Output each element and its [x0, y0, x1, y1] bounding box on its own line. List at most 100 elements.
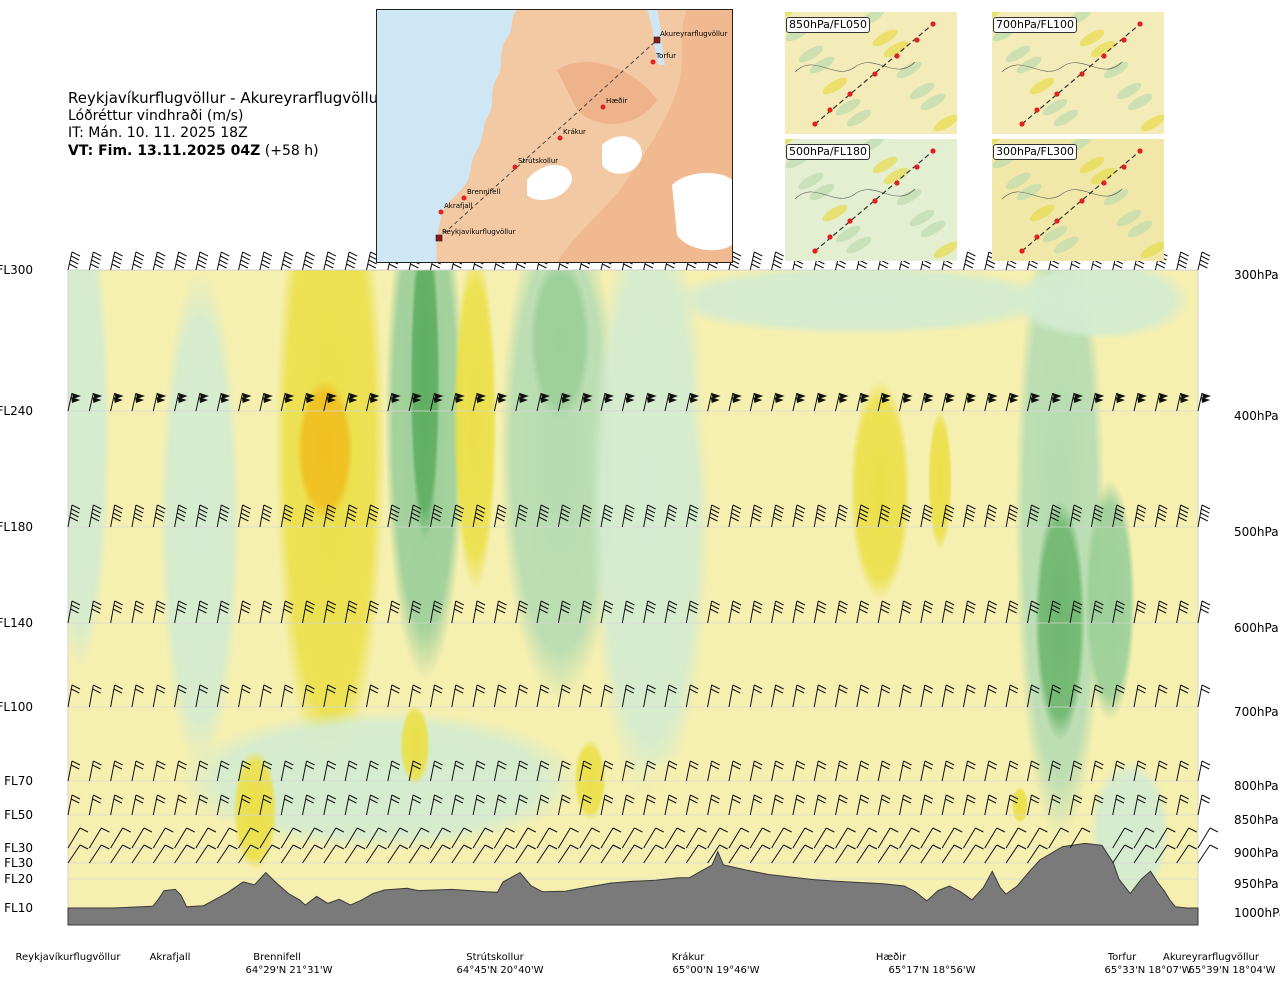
field-band — [660, 270, 1060, 335]
map-waypoint-marker — [600, 104, 606, 110]
wind-barb — [1048, 392, 1062, 412]
wind-barb — [1005, 794, 1019, 816]
wind-barb — [174, 504, 187, 528]
wind-barb — [344, 504, 358, 528]
wind-barb — [195, 794, 209, 816]
wind-barb — [323, 684, 337, 708]
thumbnail-700hpa[interactable]: 700hPa/FL100 — [992, 12, 1164, 134]
wind-barb — [174, 844, 195, 864]
thumbnail-850hpa[interactable]: 850hPa/FL050 — [785, 12, 957, 134]
wind-barb — [1176, 684, 1189, 708]
wind-barb — [1112, 504, 1125, 528]
wind-barb — [451, 504, 464, 528]
wind-barb — [1176, 392, 1190, 412]
wind-barb — [899, 684, 912, 708]
wind-barb — [216, 844, 238, 864]
thumbnail-300hpa[interactable]: 300hPa/FL300 — [992, 139, 1164, 261]
wind-barb — [216, 600, 230, 624]
wind-barb — [323, 827, 345, 849]
pressure-label: 850hPa — [1234, 813, 1279, 827]
wind-barb — [195, 600, 209, 624]
wind-barb — [366, 392, 380, 412]
wind-barb — [579, 794, 592, 816]
wind-barb — [1133, 600, 1147, 624]
wind-barb — [856, 504, 870, 528]
pressure-labels: 300hPa 400hPa 500hPa 600hPa 700hPa 800hPa 850h… — [1234, 268, 1280, 920]
wind-barb — [152, 251, 166, 271]
wind-barb — [643, 827, 664, 849]
wind-barb — [664, 844, 686, 864]
field-band — [160, 270, 240, 770]
map-point-label: Akrafjall — [444, 202, 473, 210]
lead-time: (+58 h) — [264, 143, 319, 159]
wind-barb — [259, 600, 273, 624]
wind-barb — [771, 760, 784, 782]
waypoint-coord: 65°39'N 18°04'W — [1189, 965, 1276, 976]
wind-barb — [110, 392, 124, 412]
field-band — [410, 270, 440, 540]
wind-barb — [707, 844, 728, 864]
map-waypoint-marker — [461, 195, 467, 201]
wind-barb — [174, 684, 187, 708]
wind-barb — [88, 760, 102, 782]
map-point-label: Hæðir — [606, 97, 627, 105]
wind-barb — [813, 392, 828, 412]
wind-barb — [962, 794, 976, 816]
wind-barb — [131, 684, 145, 708]
wind-barb — [1048, 760, 1061, 782]
wind-barb — [1154, 600, 1168, 624]
wind-barb — [174, 251, 187, 271]
wind-barb — [408, 392, 423, 412]
wind-barb — [856, 684, 870, 708]
wind-barb — [365, 684, 379, 708]
wind-barb — [1197, 684, 1211, 708]
wind-barb — [67, 392, 81, 412]
wind-barb — [1176, 600, 1189, 624]
wind-barb — [323, 251, 337, 271]
wind-barb — [600, 392, 615, 412]
terrain-area — [67, 842, 1199, 926]
route-title: Reykjavíkurflugvöllur - Akureyrarflugvöl… — [68, 89, 385, 107]
wind-barb — [408, 504, 422, 528]
field-band — [1010, 270, 1190, 340]
wind-barb — [579, 600, 592, 624]
wind-barb — [685, 827, 707, 849]
wind-barb — [984, 827, 1006, 849]
pressure-label: 950hPa — [1234, 877, 1279, 891]
waypoint-name: Strútskollur — [466, 951, 524, 963]
wind-barb — [877, 684, 891, 708]
wind-barb — [1005, 600, 1019, 624]
wind-barb — [899, 392, 913, 412]
wind-barb — [792, 844, 814, 864]
field-band — [530, 270, 590, 420]
wind-barb — [302, 844, 323, 864]
wind-barb — [579, 827, 600, 849]
wind-barb — [110, 684, 123, 708]
wind-barb — [1005, 827, 1027, 849]
wind-barb — [366, 844, 387, 864]
wind-barb — [88, 684, 102, 708]
wind-barb — [664, 827, 686, 849]
wind-barb — [1197, 504, 1211, 528]
thumbnail-500hpa[interactable]: 500hPa/FL180 — [785, 139, 957, 261]
wind-barb — [195, 504, 209, 528]
wind-barb — [174, 827, 195, 849]
wind-barb — [899, 794, 912, 816]
field-band — [574, 740, 606, 820]
wind-barb — [941, 794, 955, 816]
wind-barb — [962, 600, 976, 624]
wind-barb — [174, 392, 188, 412]
thumbnail-label: 700hPa/FL100 — [993, 17, 1078, 33]
wind-barb — [877, 392, 892, 412]
wind-barb — [451, 844, 472, 864]
flight-level-label: FL100 — [0, 700, 33, 714]
wind-barb — [792, 794, 806, 816]
field-band — [690, 270, 830, 560]
pressure-gridlines — [67, 269, 1199, 926]
wind-barb — [1154, 504, 1168, 528]
wind-barb — [621, 760, 635, 782]
wind-barb — [664, 794, 678, 816]
wind-barb — [88, 392, 103, 412]
wind-barb — [1048, 600, 1061, 624]
